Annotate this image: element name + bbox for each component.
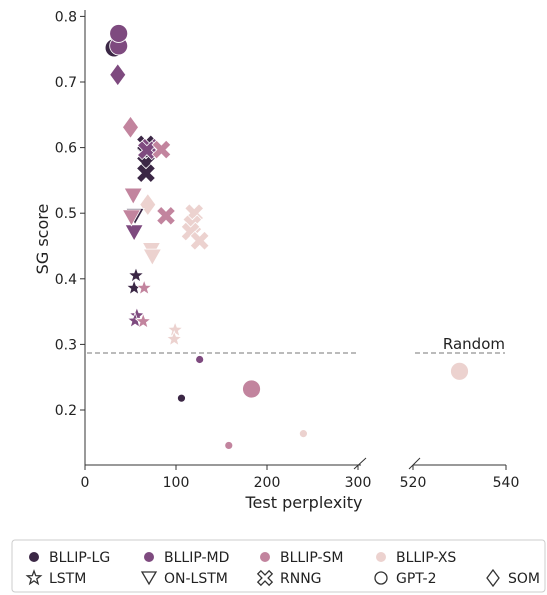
x-tick-label: 0 <box>81 475 90 491</box>
point-bllip-xs-gpt-2 <box>450 361 469 381</box>
x-tick-label: 520 <box>400 475 427 491</box>
point-bllip-md-on-lstm <box>124 224 144 242</box>
point-bllip-xs-som <box>139 192 157 217</box>
y-axis-title: SG score <box>33 204 52 275</box>
legend-marker-on-lstm <box>140 571 158 586</box>
point-bllip-sm-on-lstm <box>121 209 142 227</box>
point-bllip-sm-on-lstm <box>123 187 143 205</box>
y-tick-label: 0.3 <box>55 337 77 353</box>
point-bllip-md-rnng <box>136 140 157 161</box>
legend-marker-bllip-xs <box>376 552 386 562</box>
legend-box <box>11 539 546 593</box>
legend-marker-rnng <box>256 569 274 587</box>
random-label: Random <box>443 335 505 353</box>
y-tick-label: 0.4 <box>55 272 77 288</box>
legend-marker-bllip-lg <box>29 552 39 562</box>
x-tick-label: 300 <box>345 475 372 491</box>
point-bllip-sm-rnng <box>156 205 176 226</box>
x-axis-title: Test perplexity <box>245 493 363 512</box>
legend-label-gpt-2: GPT-2 <box>396 571 437 587</box>
point-bllip-sm-lstm <box>135 278 153 296</box>
point-bllip-lg-lstm <box>127 266 145 283</box>
legend-marker-gpt-2 <box>374 571 388 585</box>
point-bllip-xs-rnng <box>189 230 210 251</box>
legend-label-lstm: LSTM <box>49 571 86 587</box>
legend-marker-bllip-md <box>144 552 154 562</box>
legend-marker-som <box>486 568 500 588</box>
legend-label-bllip-xs: BLLIP-XS <box>396 550 456 566</box>
point-bllip-sm-gpt-2 <box>242 379 261 399</box>
point-bllip-xs-small-circle <box>298 429 308 439</box>
x-tick-label: 540 <box>493 475 520 491</box>
y-tick-label: 0.2 <box>55 403 77 419</box>
legend-label-bllip-sm: BLLIP-SM <box>280 550 344 566</box>
axis-break-mark-left <box>353 457 367 470</box>
point-bllip-md-gpt-2 <box>109 24 129 43</box>
point-bllip-sm-som <box>122 115 139 139</box>
legend-marker-bllip-sm <box>260 552 270 562</box>
point-bllip-lg-rnng <box>136 163 156 184</box>
point-bllip-md-som <box>109 63 127 87</box>
legend-marker-lstm <box>25 569 43 586</box>
legend-label-rnng: RNNG <box>280 571 322 587</box>
y-tick-label: 0.8 <box>55 9 77 25</box>
x-tick-label: 200 <box>254 475 281 491</box>
point-bllip-xs-lstm <box>165 330 183 347</box>
point-bllip-xs-on-lstm <box>142 248 163 266</box>
legend-label-bllip-lg: BLLIP-LG <box>49 550 110 566</box>
y-tick-label: 0.6 <box>55 141 77 157</box>
point-bllip-lg-small-circle <box>177 393 186 403</box>
point-bllip-md-lstm <box>126 311 144 329</box>
point-bllip-sm-lstm <box>134 312 152 329</box>
legend-label-som: SOM <box>508 571 540 587</box>
x-tick-label: 100 <box>163 475 190 491</box>
point-bllip-sm-rnng <box>151 139 172 160</box>
point-bllip-sm-small-circle <box>224 441 234 450</box>
y-tick-label: 0.7 <box>55 75 77 91</box>
legend-label-on-lstm: ON-LSTM <box>164 571 228 587</box>
axis-break-mark-right <box>408 457 421 470</box>
y-tick-label: 0.5 <box>55 206 77 222</box>
legend-label-bllip-md: BLLIP-MD <box>164 550 229 566</box>
point-bllip-md-small-circle <box>195 355 205 364</box>
